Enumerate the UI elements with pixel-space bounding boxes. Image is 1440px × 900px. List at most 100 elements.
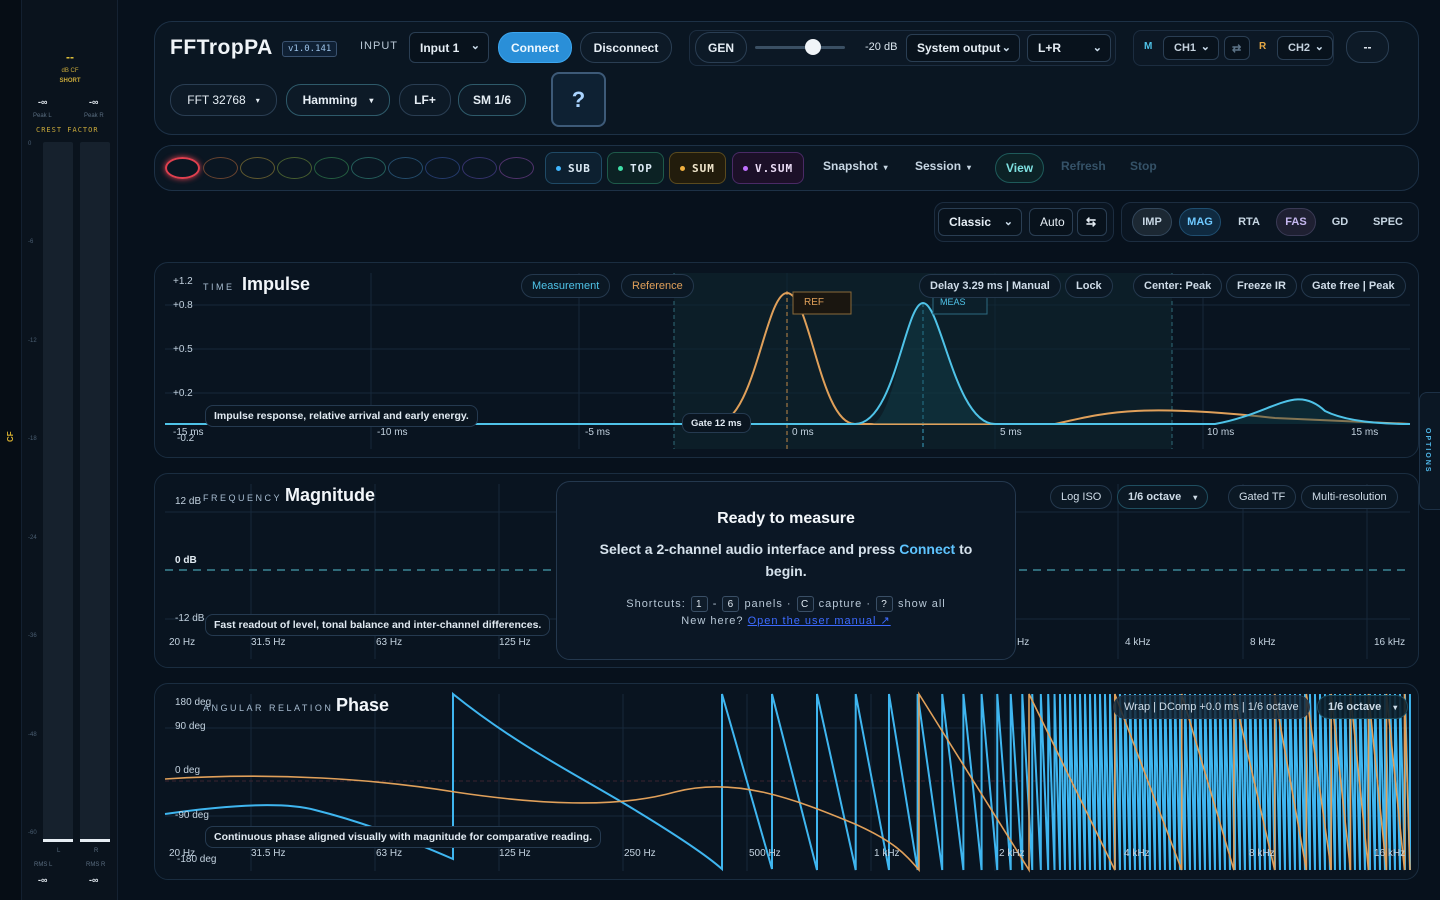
generator-button[interactable]: GEN [695,32,747,63]
trace-slot-1[interactable] [165,157,200,179]
meter-l-letter: L [57,848,61,854]
sum-button[interactable]: SUM [669,152,726,184]
view-style-value: Classic [949,215,992,229]
swap-icon: ⇄ [1232,42,1242,55]
delay-chip[interactable]: Delay 3.29 ms | Manual [919,274,1061,298]
trace-slot-7[interactable] [388,157,423,179]
output-select[interactable]: System output ⌄ [906,34,1020,62]
multi-resolution-button[interactable]: Multi-resolution [1301,485,1398,509]
ch2-select[interactable]: CH2 ⌄ [1277,36,1333,60]
connect-button[interactable]: Connect [498,32,572,63]
version-badge: v1.0.141 [282,41,338,57]
swap-view-button[interactable]: ⇆ [1077,208,1107,236]
impulse-x-label: -15 ms [173,427,204,438]
gd-mode-button[interactable]: GD [1331,216,1349,228]
scale-24: -24 [28,535,37,541]
scale-6: -6 [28,239,34,245]
ready-body-text: Select a 2-channel audio interface and p… [599,541,896,557]
smoothing-button[interactable]: SM 1/6 [458,84,526,116]
dot-icon [618,165,623,171]
phase-x-label: 2 kHz [999,848,1025,859]
view-button[interactable]: View [995,153,1045,183]
imp-mode-button[interactable]: IMP [1132,208,1172,236]
ready-connect-link[interactable]: Connect [899,541,956,557]
capture-label: capture · [818,598,871,610]
trace-slot-4[interactable] [277,157,312,179]
phase-octave-select[interactable]: 1/6 octave ▾ [1317,695,1409,719]
gated-tf-button[interactable]: Gated TF [1228,485,1297,509]
session-menu[interactable]: Session ▾ [915,159,971,173]
session-label: Session [915,159,962,173]
view-style-select[interactable]: Classic ⌄ [938,208,1022,236]
trace-slot-3[interactable] [240,157,275,179]
phase-x-label: 63 Hz [376,848,403,859]
magnitude-x-label: Hz [1017,637,1030,648]
measurement-phase-trace [164,691,1411,872]
phase-x-label: 31.5 Hz [251,848,286,859]
impulse-x-label: 5 ms [1000,427,1022,438]
phase-x-label: 8 kHz [1249,848,1275,859]
gate-label: Gate 12 ms [682,413,751,433]
mag-mode-button[interactable]: MAG [1179,208,1221,236]
impulse-x-label: 15 ms [1351,427,1379,438]
spec-mode-button[interactable]: SPEC [1373,216,1403,228]
refresh-button[interactable]: Refresh [1061,159,1106,173]
phase-x-label: 125 Hz [499,848,531,859]
wrap-settings-chip[interactable]: Wrap | DComp +0.0 ms | 1/6 octave [1113,695,1310,719]
trace-slot-5[interactable] [314,157,349,179]
freeze-ir-button[interactable]: Freeze IR [1226,274,1297,298]
chevron-down-icon: ⌄ [1314,41,1324,53]
gate-free-button[interactable]: Gate free | Peak [1301,274,1406,298]
ch1-select[interactable]: CH1 ⌄ [1163,36,1219,60]
disconnect-button[interactable]: Disconnect [580,32,672,63]
auto-button[interactable]: Auto [1029,208,1073,236]
options-side-tab[interactable]: OPTIONS [1419,392,1440,510]
trace-slot-6[interactable] [351,157,386,179]
help-button[interactable]: ? [551,72,606,127]
trace-slot-2[interactable] [203,157,238,179]
gen-level-slider-thumb[interactable] [805,39,821,55]
impulse-x-label: -5 ms [585,427,610,438]
trace-slot-8[interactable] [425,157,460,179]
snapshot-menu[interactable]: Snapshot ▾ [823,159,888,173]
log-iso-button[interactable]: Log ISO [1050,485,1113,509]
vsum-button[interactable]: V.SUM [732,152,805,184]
impulse-y-label: -0.2 [177,433,195,444]
window-select[interactable]: Hamming ▾ [286,84,390,116]
extra-button[interactable]: -- [1346,31,1389,63]
new-here-label: New here? [681,615,744,627]
magnitude-title: Magnitude [285,485,375,505]
phase-y-label: 0 deg [175,765,201,776]
fas-mode-button[interactable]: FAS [1276,208,1316,236]
caret-icon: ▾ [255,95,260,105]
lock-button[interactable]: Lock [1065,274,1113,298]
lf-button[interactable]: LF+ [399,84,451,116]
magnitude-y-label: 0 dB [175,555,197,566]
channel-select[interactable]: L+R ⌄ [1027,34,1111,62]
meter-r-letter: R [94,848,99,854]
impulse-y-label: +1.2 [173,276,193,287]
user-manual-link[interactable]: Open the user manual ↗ [747,615,891,627]
trace-slot-9[interactable] [462,157,497,179]
magnitude-x-label: 125 Hz [499,637,531,648]
caret-icon: ▾ [369,95,374,105]
center-peak-button[interactable]: Center: Peak [1133,274,1223,298]
phase-x-label: 250 Hz [624,848,656,859]
impulse-title: Impulse [242,274,311,294]
rta-mode-button[interactable]: RTA [1238,216,1260,228]
caret-icon: ▾ [883,163,888,172]
swap-channels-button[interactable]: ⇄ [1224,36,1250,60]
sub-button[interactable]: SUB [545,152,602,184]
measurement-chip[interactable]: Measurement [521,274,611,298]
input-select[interactable]: Input 1 ⌄ [409,32,489,63]
gen-level-slider-track[interactable] [755,46,845,49]
trace-slot-10[interactable] [499,157,534,179]
stop-button[interactable]: Stop [1130,159,1157,173]
magnitude-octave-select[interactable]: 1/6 octave ▾ [1117,485,1209,509]
caret-icon: ▾ [967,163,972,172]
top-button[interactable]: TOP [607,152,664,184]
impulse-y-label: +0.5 [173,344,193,355]
fft-size-select[interactable]: FFT 32768 ▾ [170,84,277,116]
phase-y-label: -90 deg [175,810,209,821]
reference-chip[interactable]: Reference [621,274,694,298]
